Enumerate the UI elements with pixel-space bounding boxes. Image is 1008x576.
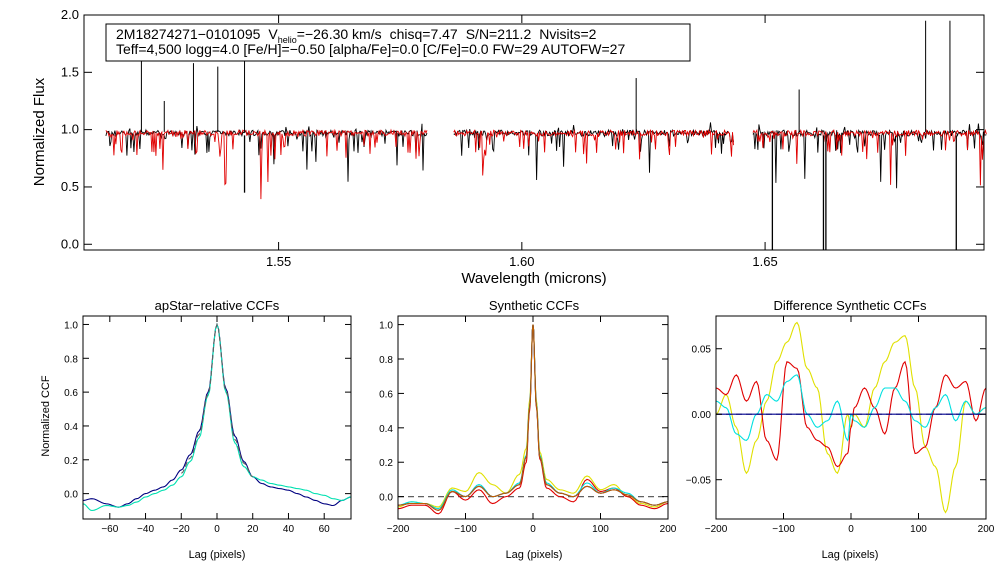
difference-ccf-panel: Difference Synthetic CCFs −200 −100 0 100 20… bbox=[686, 298, 995, 561]
info-line-1: 2M18274271−0101095 Vhelio=−26.30 km/s chis… bbox=[116, 26, 597, 45]
info-chisq: chisq=7.47 bbox=[390, 26, 458, 42]
difference-ccf-xtick-label: 100 bbox=[910, 524, 927, 535]
apstar-ccf-xtick-label: −60 bbox=[101, 524, 118, 535]
synthetic-ccf-ytick-label: 1.0 bbox=[379, 321, 393, 332]
apstar-ccf-ticks: −60 −40 −20 0 20 40 60 0.0 0.2 0.4 0.6 0.8 1.0 bbox=[64, 316, 351, 535]
spectrum-ticks: 1.55 1.60 1.65 0.0 0.5 1.0 1.5 2.0 bbox=[61, 7, 984, 269]
synthetic-ccf-series-synthetic-5 bbox=[397, 324, 669, 511]
spectrum-ylabel: Normalized Flux bbox=[31, 77, 48, 186]
synthetic-ccf-traces bbox=[397, 324, 669, 515]
spectrum-series-model bbox=[105, 128, 987, 200]
synthetic-ccf-ticks: −200 −100 0 100 200 0.0 0.2 0.4 0.6 0.8 1.0 bbox=[379, 316, 677, 535]
apstar-ccf-ytick-label: 0.4 bbox=[64, 422, 78, 433]
difference-ccf-xtick-label: −200 bbox=[705, 524, 728, 535]
synthetic-ccf-title: Synthetic CCFs bbox=[489, 298, 580, 313]
spectrum-frame bbox=[83, 14, 985, 251]
synthetic-ccf-ytick-label: 0.8 bbox=[379, 355, 393, 366]
apstar-ccf-xtick-label: 60 bbox=[319, 524, 331, 535]
difference-ccf-ytick-label: 0.00 bbox=[692, 410, 712, 421]
apstar-ccf-xlabel: Lag (pixels) bbox=[189, 549, 246, 561]
apstar-ccf-series-visit-2 bbox=[82, 322, 352, 512]
apstar-ccf-xtick-label: −40 bbox=[137, 524, 154, 535]
info-snr: S/N=211.2 bbox=[466, 26, 532, 42]
difference-ccf-title: Difference Synthetic CCFs bbox=[774, 298, 927, 313]
spectrum-xtick-label: 1.60 bbox=[509, 254, 534, 269]
synthetic-ccf-ytick-label: 0.2 bbox=[379, 458, 393, 469]
apstar-ccf-xtick-label: 20 bbox=[247, 524, 259, 535]
spectrum-ytick-label: 2.0 bbox=[61, 7, 79, 22]
difference-ccf-traces bbox=[715, 321, 987, 514]
apstar-ccf-xtick-label: 40 bbox=[283, 524, 295, 535]
spectrum-xtick-label: 1.55 bbox=[266, 254, 291, 269]
spectrum-traces bbox=[105, 20, 987, 250]
info-star: 2M18274271−0101095 bbox=[116, 26, 261, 42]
apstar-ccf-title: apStar−relative CCFs bbox=[155, 298, 280, 313]
info-box bbox=[105, 23, 691, 62]
apstar-ccf-ytick-label: 1.0 bbox=[64, 320, 78, 331]
synthetic-ccf-xtick-label: −200 bbox=[387, 524, 410, 535]
synthetic-ccf-xtick-label: 200 bbox=[660, 524, 677, 535]
difference-ccf-series-diff-red bbox=[715, 360, 987, 468]
synthetic-ccf-panel: Synthetic CCFs −200 −100 0 100 200 0.0 0.2 0.4 0… bbox=[379, 298, 677, 561]
difference-ccf-xtick-label: −100 bbox=[772, 524, 795, 535]
difference-ccf-ytick-label: −0.05 bbox=[686, 476, 712, 487]
info-vhelio-value: =−26.30 km/s bbox=[297, 26, 382, 42]
info-vhelio-label: V bbox=[268, 26, 278, 42]
spectrum-xtick-label: 1.65 bbox=[752, 254, 777, 269]
apstar-ccf-xtick-label: −20 bbox=[173, 524, 190, 535]
apstar-ccf-panel: apStar−relative CCFs −60 −40 −20 0 20 40 60 0.0… bbox=[40, 298, 352, 561]
synthetic-ccf-ytick-label: 0.6 bbox=[379, 389, 393, 400]
apstar-ccf-ylabel: Normalized CCF bbox=[40, 375, 52, 457]
apstar-ccf-xtick-label: 0 bbox=[214, 524, 220, 535]
apstar-ccf-ytick-label: 0.6 bbox=[64, 388, 78, 399]
apstar-ccf-traces bbox=[82, 322, 352, 512]
difference-ccf-ticks: −200 −100 0 100 200 −0.05 0.00 0.05 bbox=[686, 316, 995, 535]
synthetic-ccf-ytick-label: 0.0 bbox=[379, 493, 393, 504]
spectrum-ytick-label: 1.0 bbox=[61, 122, 79, 137]
info-nvisits: Nvisits=2 bbox=[539, 26, 596, 42]
spectrum-ytick-label: 0.0 bbox=[61, 236, 79, 251]
synthetic-ccf-xtick-label: −100 bbox=[454, 524, 477, 535]
synthetic-ccf-xtick-label: 100 bbox=[592, 524, 609, 535]
synthetic-ccf-ytick-label: 0.4 bbox=[379, 424, 393, 435]
info-line-2: Teff=4,500 logg=4.0 [Fe/H]=−0.50 [alpha/… bbox=[116, 41, 625, 57]
spectrum-ytick-label: 0.5 bbox=[61, 179, 79, 194]
apstar-ccf-series-mean bbox=[180, 322, 253, 478]
apstar-ccf-ytick-label: 0.8 bbox=[64, 354, 78, 365]
spectrum-xlabel: Wavelength (microns) bbox=[461, 270, 606, 287]
spectrum-ytick-label: 1.5 bbox=[61, 64, 79, 79]
difference-ccf-ytick-label: 0.05 bbox=[692, 345, 712, 356]
difference-ccf-xtick-label: 0 bbox=[848, 524, 854, 535]
info-vhelio-sub: helio bbox=[278, 35, 297, 45]
synthetic-ccf-xlabel: Lag (pixels) bbox=[506, 549, 563, 561]
apstar-ccf-ytick-label: 0.2 bbox=[64, 456, 78, 467]
difference-ccf-xtick-label: 200 bbox=[978, 524, 995, 535]
spectrum-panel: 1.55 1.60 1.65 0.0 0.5 1.0 1.5 2.0 Wavelength (… bbox=[31, 7, 987, 287]
difference-ccf-xlabel: Lag (pixels) bbox=[822, 549, 879, 561]
apstar-ccf-ytick-label: 0.0 bbox=[64, 490, 78, 501]
synthetic-ccf-xtick-label: 0 bbox=[530, 524, 536, 535]
